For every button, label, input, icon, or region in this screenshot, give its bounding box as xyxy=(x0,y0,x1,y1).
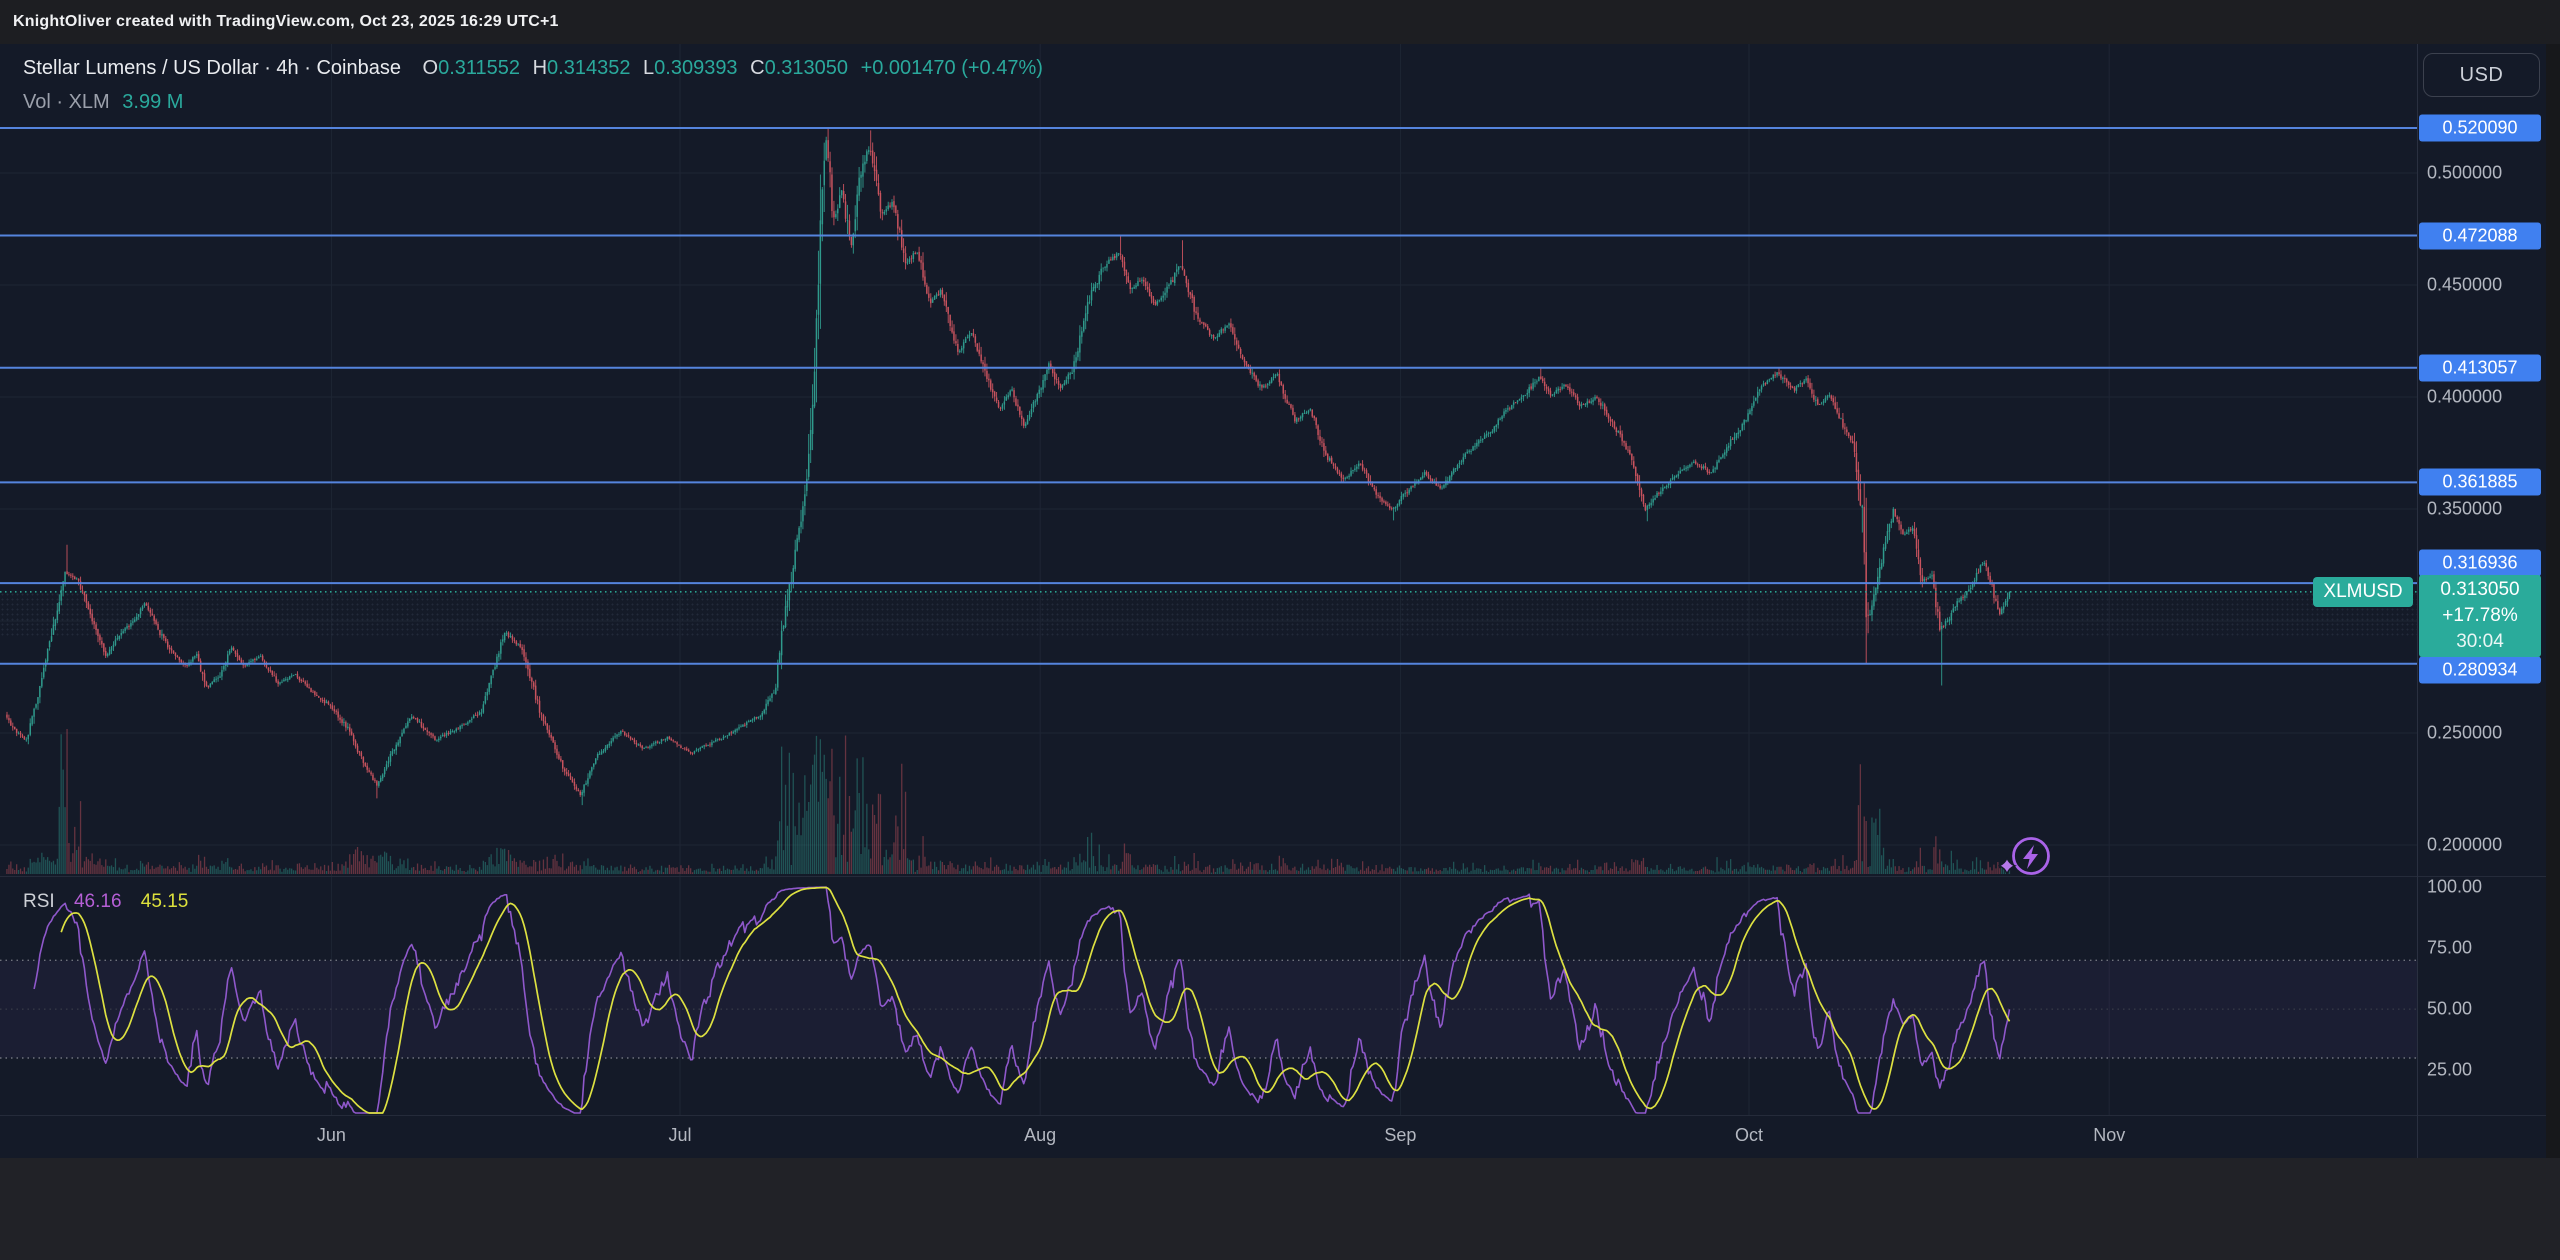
price-axis-label: 0.400000 xyxy=(2427,386,2503,407)
rsi-axis-label: 50.00 xyxy=(2427,998,2473,1019)
price-axis-label: 0.450000 xyxy=(2427,274,2503,295)
low-value: 0.309393 xyxy=(654,57,738,79)
flash-icon xyxy=(1998,837,2050,876)
volume-label: Vol · XLM xyxy=(23,91,110,113)
volume-legend: Vol · XLM 3.99 M xyxy=(23,91,183,114)
high-value: 0.314352 xyxy=(547,57,631,79)
rsi-axis-label: 75.00 xyxy=(2427,937,2473,958)
last-price-value: 0.313050 xyxy=(2440,579,2520,600)
level-price-badge: 0.472088 xyxy=(2419,222,2541,250)
low-label: L xyxy=(643,57,655,79)
bar-countdown: 30:04 xyxy=(2456,631,2504,652)
attribution-text: KnightOliver created with TradingView.co… xyxy=(13,13,559,30)
pane-separator[interactable] xyxy=(0,876,2546,877)
price-axis-label: 0.250000 xyxy=(2427,722,2503,743)
symbol-price-tag: XLMUSD xyxy=(2313,577,2413,607)
level-price-badge: 0.280934 xyxy=(2419,656,2541,684)
price-axis-label: 0.500000 xyxy=(2427,162,2503,183)
time-axis-month-label: Sep xyxy=(1384,1125,1417,1145)
level-price-badge: 0.361885 xyxy=(2419,468,2541,496)
price-axis-separator xyxy=(2417,44,2418,1158)
level-price-badge: 0.520090 xyxy=(2419,114,2541,142)
rsi-title: RSI xyxy=(23,891,55,912)
open-label: O xyxy=(422,57,439,79)
time-axis-separator xyxy=(0,1115,2546,1116)
level-price-badge: 0.316936 xyxy=(2419,549,2541,577)
time-axis-month-label: Oct xyxy=(1734,1125,1764,1145)
symbol-legend: Stellar Lumens / US Dollar · 4h · Coinba… xyxy=(23,57,1043,80)
last-price-badge: 0.313050 +17.78% 30:04 xyxy=(2419,575,2541,657)
change-value: +0.001470 (+0.47%) xyxy=(860,57,1043,79)
level-price-badge: 0.413057 xyxy=(2419,354,2541,382)
open-value: 0.311552 xyxy=(438,57,521,79)
volume-value: 3.99 M xyxy=(122,91,184,113)
footer-bar: TradingView xyxy=(0,1158,2560,1260)
symbol-title: Stellar Lumens / US Dollar · 4h · Coinba… xyxy=(23,57,401,79)
last-price-change-pct: +17.78% xyxy=(2442,605,2518,626)
rsi-legend: RSI 46.16 45.15 xyxy=(23,891,188,913)
close-label: C xyxy=(750,57,765,79)
price-axis-label: 0.200000 xyxy=(2427,834,2503,855)
time-axis-month-label: Jun xyxy=(316,1125,346,1145)
time-axis-month-label: Nov xyxy=(2093,1125,2126,1145)
high-label: H xyxy=(532,57,548,79)
rsi-ma-value: 45.15 xyxy=(140,891,189,912)
chart-area[interactable] xyxy=(0,44,2546,1158)
time-axis-month-label: Aug xyxy=(1024,1125,1057,1145)
time-axis-month-label: Jul xyxy=(668,1125,692,1145)
rsi-value: 46.16 xyxy=(73,891,122,912)
symbol-price-tag-label: XLMUSD xyxy=(2323,581,2403,602)
currency-toggle-label: USD xyxy=(2459,63,2504,86)
chart-canvas[interactable] xyxy=(0,44,2546,1158)
currency-toggle-button[interactable]: USD xyxy=(2423,53,2540,97)
price-axis-label: 0.350000 xyxy=(2427,498,2503,519)
attribution-bar: KnightOliver created with TradingView.co… xyxy=(0,0,2560,44)
close-value: 0.313050 xyxy=(764,57,848,79)
watermark-dot-band xyxy=(0,592,2417,637)
rsi-axis-label: 25.00 xyxy=(2427,1059,2473,1080)
rsi-axis-label: 100.00 xyxy=(2427,876,2483,897)
